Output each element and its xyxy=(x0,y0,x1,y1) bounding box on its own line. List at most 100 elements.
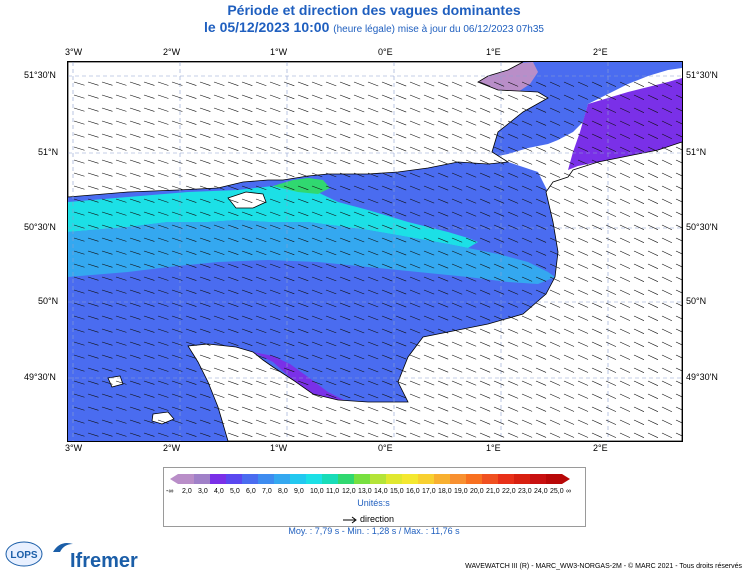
wave-direction-arrow xyxy=(87,419,99,424)
wave-direction-arrow xyxy=(521,94,533,100)
scale-swatch xyxy=(178,474,194,484)
wave-direction-arrow xyxy=(213,263,225,268)
wave-direction-arrow xyxy=(87,94,99,99)
wave-direction-arrow xyxy=(493,224,505,230)
wave-direction-arrow xyxy=(423,315,435,321)
wave-direction-arrow xyxy=(647,133,659,139)
wave-direction-arrow xyxy=(479,133,491,139)
wave-direction-arrow xyxy=(171,94,183,99)
wave-direction-arrow xyxy=(283,276,295,282)
wave-direction-arrow xyxy=(619,172,631,178)
wave-direction-arrow xyxy=(577,367,589,373)
wave-direction-arrow xyxy=(535,94,547,100)
wave-direction-arrow xyxy=(143,380,155,385)
wave-direction-arrow xyxy=(563,237,575,243)
wave-direction-arrow xyxy=(143,198,155,203)
wave-direction-arrow xyxy=(325,315,337,321)
wave-direction-arrow xyxy=(409,367,421,373)
wave-direction-arrow xyxy=(507,302,519,308)
scale-swatch xyxy=(514,474,530,484)
wave-direction-arrow xyxy=(661,185,673,192)
wave-direction-arrow xyxy=(269,302,281,308)
wave-direction-arrow xyxy=(423,224,435,230)
wave-direction-arrow xyxy=(325,250,337,256)
wave-direction-arrow xyxy=(493,419,505,425)
wave-direction-arrow xyxy=(143,107,155,112)
wave-direction-arrow xyxy=(381,432,393,438)
wave-direction-arrow xyxy=(479,263,491,269)
wave-direction-arrow xyxy=(115,198,127,203)
wave-direction-arrow xyxy=(353,211,365,217)
wave-direction-arrow xyxy=(535,185,547,191)
wave-direction-arrow xyxy=(283,172,295,178)
wave-direction-arrow xyxy=(591,406,603,412)
wave-direction-arrow xyxy=(591,328,603,334)
wave-direction-arrow xyxy=(395,146,407,152)
wave-direction-arrow xyxy=(507,250,519,256)
wave-direction-arrow xyxy=(157,250,169,255)
ifremer-logo: Ifremer xyxy=(70,550,138,572)
wave-direction-arrow xyxy=(325,276,337,282)
wave-direction-arrow xyxy=(507,354,519,360)
legend-value: 4,0 xyxy=(214,488,224,495)
wave-direction-arrow xyxy=(339,276,351,282)
wave-direction-arrow xyxy=(325,263,337,269)
wave-direction-arrow xyxy=(185,328,197,333)
wave-direction-arrow xyxy=(465,224,477,230)
legend-value: 22,0 xyxy=(502,488,516,495)
wave-direction-arrow xyxy=(87,263,99,268)
wave-direction-arrow xyxy=(367,302,379,308)
wave-direction-arrow xyxy=(633,341,645,347)
lat-tick-left: 50°N xyxy=(38,296,59,306)
wave-direction-arrow xyxy=(479,185,491,191)
wave-direction-arrow xyxy=(437,432,449,438)
wave-direction-arrow xyxy=(633,120,645,126)
wave-map[interactable] xyxy=(67,61,683,442)
wave-direction-arrow xyxy=(647,159,659,165)
wave-direction-arrow xyxy=(451,198,463,204)
wave-direction-arrow xyxy=(353,94,365,100)
wave-direction-arrow xyxy=(353,328,365,334)
wave-direction-arrow xyxy=(73,120,85,125)
wave-direction-arrow xyxy=(479,211,491,217)
wave-direction-arrow xyxy=(465,198,477,204)
wave-direction-arrow xyxy=(227,107,239,112)
wave-direction-arrow xyxy=(493,120,505,126)
wave-direction-arrow xyxy=(507,185,519,191)
wave-direction-arrow xyxy=(339,133,351,139)
arrow-icon xyxy=(343,516,357,524)
wave-direction-arrow xyxy=(199,419,211,424)
wave-direction-arrow xyxy=(227,380,239,385)
wave-direction-arrow xyxy=(395,185,407,191)
wave-direction-arrow xyxy=(507,94,519,100)
wave-direction-arrow xyxy=(311,393,323,399)
wave-direction-arrow xyxy=(591,432,603,438)
wave-direction-arrow xyxy=(605,198,617,204)
wave-direction-arrow xyxy=(549,263,561,269)
wave-direction-arrow xyxy=(647,380,659,386)
wave-direction-arrow xyxy=(73,133,85,138)
wave-direction-arrow xyxy=(633,406,645,412)
scale-swatch xyxy=(370,474,386,484)
wave-direction-arrow xyxy=(423,146,435,152)
legend-value: 8,0 xyxy=(278,488,288,495)
wave-direction-arrow xyxy=(73,94,85,99)
wave-direction-arrow xyxy=(129,107,141,112)
wave-direction-arrow xyxy=(199,146,211,151)
wave-direction-arrow xyxy=(521,328,533,334)
wave-direction-arrow xyxy=(619,107,631,113)
wave-direction-arrow xyxy=(395,237,407,243)
wave-direction-arrow xyxy=(633,328,645,334)
wave-direction-arrow xyxy=(437,146,449,152)
wave-direction-arrow xyxy=(269,94,281,100)
wave-direction-arrow xyxy=(437,328,449,334)
ifremer-dolphin-icon xyxy=(53,543,73,552)
wave-direction-arrow xyxy=(493,302,505,308)
wave-direction-arrow xyxy=(297,211,309,217)
wave-direction-arrow xyxy=(367,432,379,438)
wave-direction-arrow xyxy=(577,276,589,282)
wave-direction-arrow xyxy=(325,146,337,152)
wave-direction-arrow xyxy=(535,328,547,334)
wave-direction-arrow xyxy=(633,367,645,373)
wave-direction-arrow xyxy=(451,133,463,139)
